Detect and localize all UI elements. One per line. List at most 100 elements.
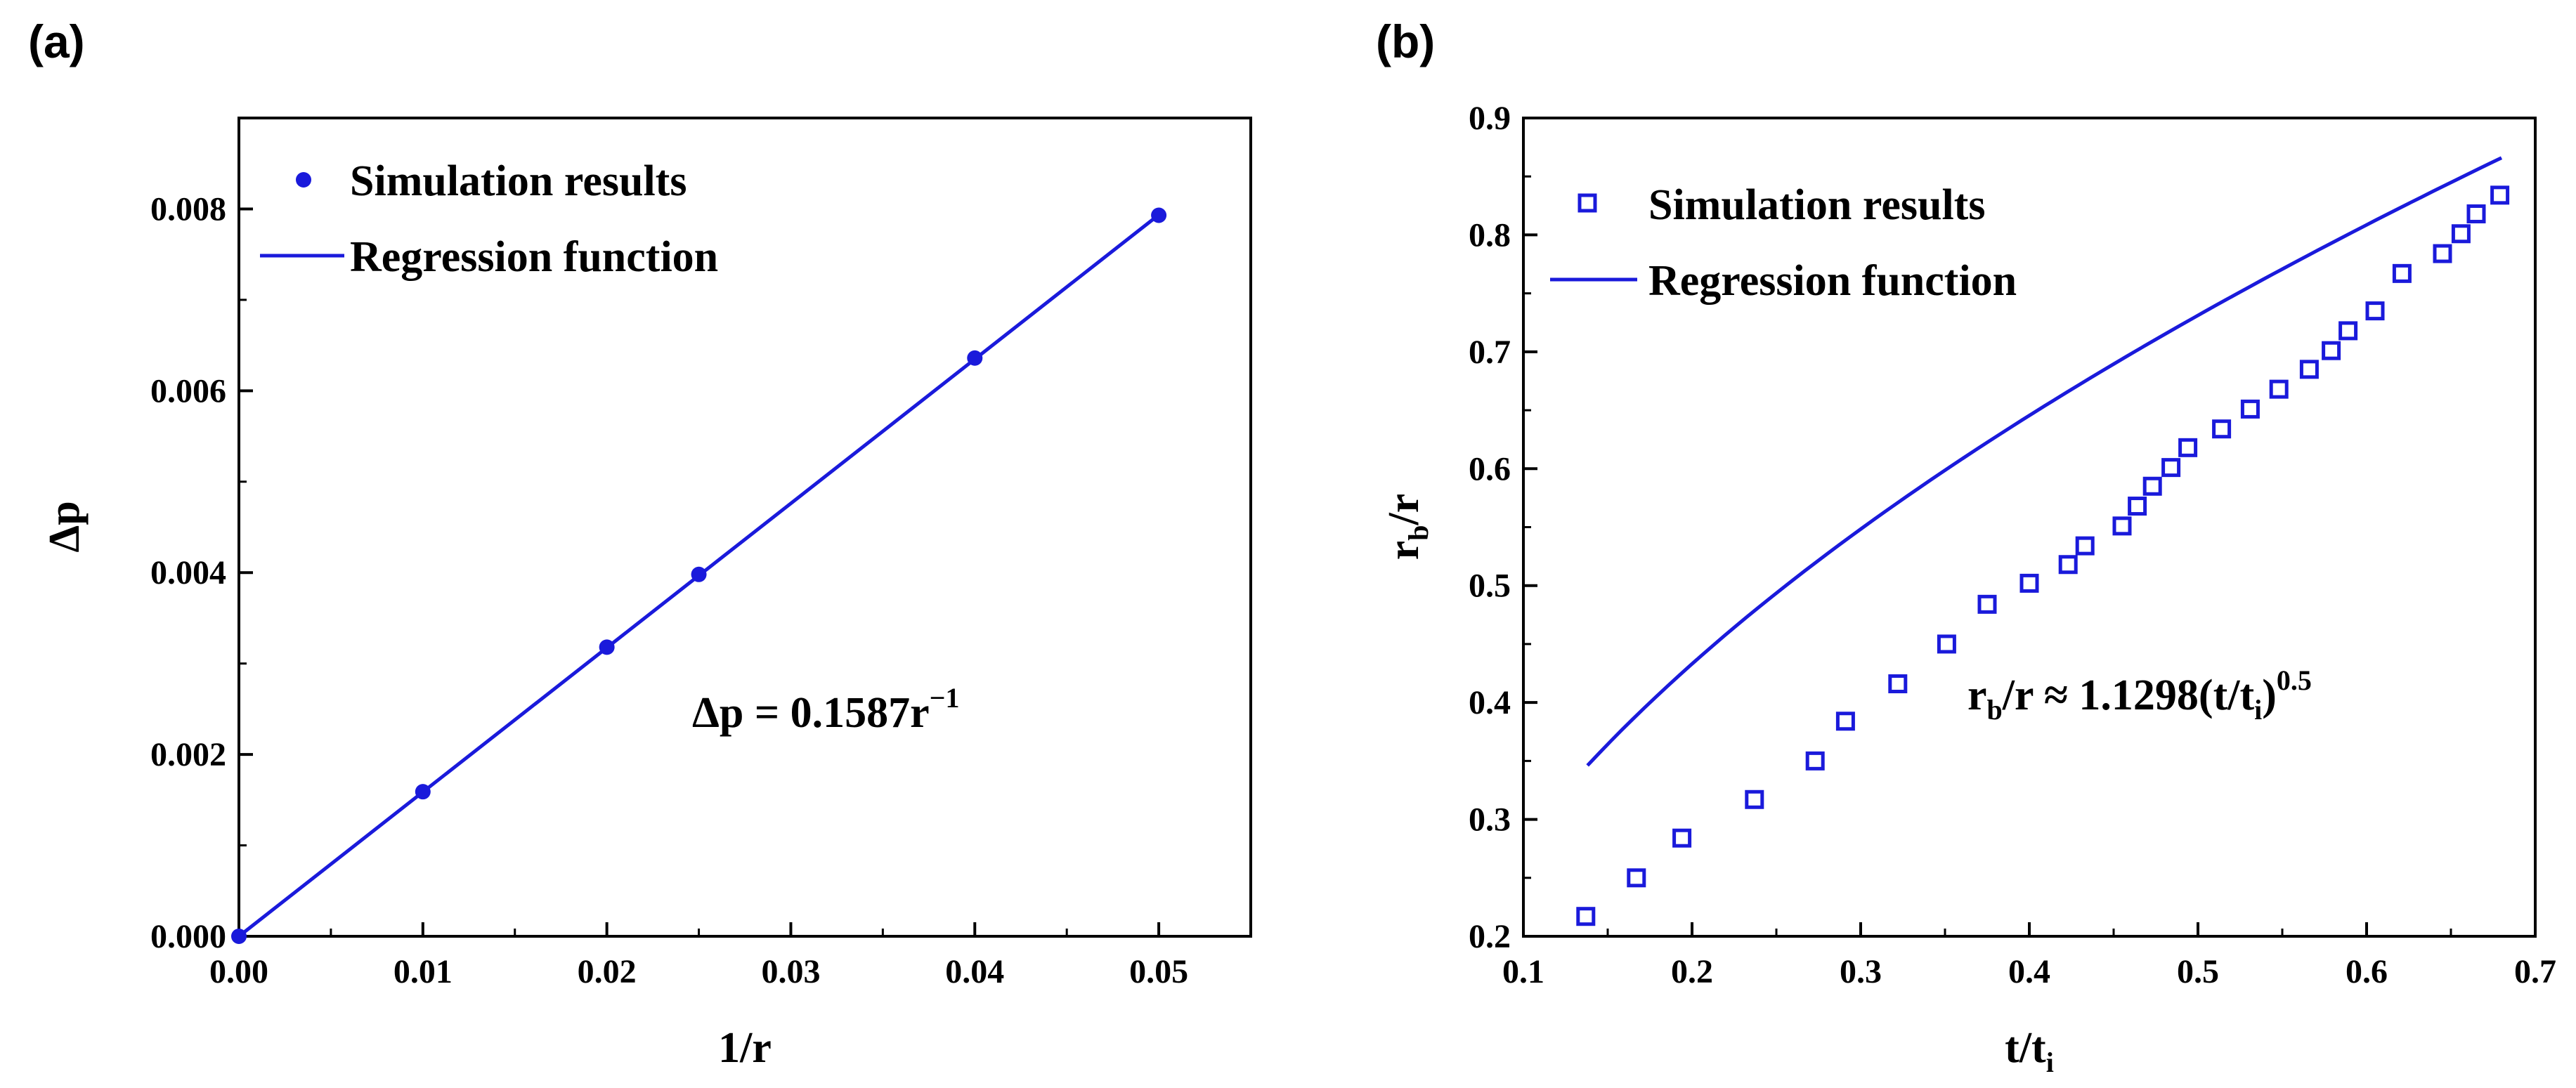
panel-a-equation-sup: −1	[930, 682, 960, 714]
panel-b-data-point	[2058, 555, 2078, 575]
panel-a-data-point	[599, 639, 615, 655]
panel-b-x-tick-label: 0.7	[2514, 953, 2556, 990]
panel-b-legend-label-regression: Regression function	[1648, 257, 2017, 305]
panel-b-x-axis-title-main: t/t	[2005, 1024, 2046, 1072]
panel-a-data-point	[1151, 207, 1167, 223]
panel-b-data-point	[2433, 244, 2452, 263]
panel-a-y-tick-label: 0.006	[150, 372, 226, 409]
panel-b-data-point	[2466, 204, 2486, 223]
panel-b-ticks: 0.1 0.2 0.3 0.4 0.5 0.6 0.70.20.30.40.50.60.70…	[1469, 100, 2556, 990]
panel-b-data-point	[1672, 828, 1692, 848]
panel-b-data-point	[1888, 674, 1908, 694]
panel-b-equation-p2: /r ≈ 1.1298(t/t	[2002, 671, 2255, 719]
panel-a-equation-main: Δp = 0.1587r	[692, 689, 930, 737]
panel-a-y-tick-label: 0.002	[150, 736, 226, 773]
panel-a-legend-label-regression: Regression function	[350, 233, 718, 281]
panel-b-data-point	[1745, 789, 1764, 809]
panel-a-x-axis-title: 1/r	[718, 1024, 772, 1072]
panel-a-legend-label-simulation: Simulation results	[350, 157, 687, 205]
panel-a-ticks: 0.00 0.01 0.02 0.03 0.04 0.05 0.000 0.002 0.004 0…	[150, 117, 1252, 990]
panel-a-legend: Simulation results Regression function	[260, 157, 718, 281]
panel-b-x-tick-label: 0.2	[1671, 953, 1713, 990]
panel-b-data-point	[2178, 438, 2198, 457]
panel-b-data-point	[1576, 907, 1596, 926]
panel-b-data-point	[2112, 516, 2132, 536]
panel-a-y-axis-title: Δp	[41, 501, 89, 552]
panel-b-data-point	[1627, 868, 1646, 888]
panel-b-y-axis-title-main: r	[1380, 541, 1428, 561]
panel-b-data-point	[2212, 419, 2232, 439]
panel-b-y-tick-label: 0.5	[1469, 568, 1511, 605]
panel-b-y-tick-label: 0.4	[1469, 684, 1511, 721]
panel-a-plot-frame	[238, 117, 1252, 938]
panel-b-data-point	[2490, 185, 2510, 205]
panel-a: (a) 0.00 0.01 0.02 0.03 0.04 0.050.0000.0020.…	[28, 15, 1252, 1072]
panel-b-data-point	[2269, 379, 2289, 399]
panel-b-data-point	[1835, 712, 1855, 731]
panel-a-y-tick-label: 0.004	[150, 554, 226, 591]
panel-b-x-tick-label: 0.5	[2177, 953, 2219, 990]
panel-b-x-tick-label: 0.4	[2008, 953, 2050, 990]
panel-a-legend-marker-simulation	[296, 172, 311, 188]
panel-b-data-point	[2451, 224, 2471, 244]
panel-b: (b) 0.1 0.2 0.3 0.4 0.5 0.6 0.70.20.30.40.50.6…	[1376, 15, 2556, 1078]
panel-a-x-tick-label: 0.01	[393, 953, 453, 990]
panel-b-legend-marker-simulation	[1578, 193, 1597, 213]
panel-a-x-tick-label: 0.02	[578, 953, 637, 990]
panel-a-x-tick-label: 0.03	[761, 953, 820, 990]
panel-b-data-point	[2322, 341, 2341, 360]
panel-b-x-tick-label: 0.1	[1502, 953, 1544, 990]
panel-b-y-tick-label: 0.8	[1469, 216, 1511, 254]
panel-b-data-point	[2392, 263, 2412, 283]
panel-b-equation-p3-sup: 0.5	[2277, 664, 2312, 696]
panel-b-data-point	[1937, 634, 1956, 654]
panel-a-marks	[231, 207, 1167, 944]
panel-b-data-point	[2075, 536, 2095, 556]
panel-b-data-point	[2161, 458, 2181, 478]
panel-b-data-point	[2019, 573, 2039, 593]
panel-a-data-point	[231, 929, 247, 944]
panel-b-y-tick-label: 0.9	[1469, 100, 1511, 137]
panel-b-regression-line	[1586, 156, 2503, 767]
panel-b-y-axis-title: rb/r	[1380, 494, 1434, 561]
panel-b-x-tick-label: 0.6	[2346, 953, 2388, 990]
panel-b-marks	[1576, 156, 2510, 926]
panel-b-data-point	[2365, 301, 2385, 321]
panel-a-label: (a)	[28, 15, 85, 67]
panel-b-y-axis-title-tail: /r	[1380, 494, 1428, 526]
panel-a-x-tick-label: 0.05	[1129, 953, 1188, 990]
panel-b-y-tick-label: 0.2	[1469, 918, 1511, 955]
panel-b-y-axis-title-sub: b	[1403, 525, 1434, 540]
panel-b-plot-frame	[1522, 117, 2537, 938]
panel-a-x-tick-label: 0.04	[945, 953, 1004, 990]
panel-b-equation-p1: r	[1967, 671, 1987, 719]
panel-b-label: (b)	[1376, 15, 1435, 67]
panel-b-equation-p3: )	[2262, 671, 2277, 719]
panel-b-equation-p1-sub: b	[1987, 694, 2003, 726]
panel-b-data-point	[2299, 360, 2319, 379]
panel-a-data-point	[691, 566, 707, 582]
panel-b-x-axis-title-sub: i	[2046, 1047, 2054, 1078]
panel-a-data-point	[415, 784, 431, 800]
panel-a-equation: Δp = 0.1587r−1	[692, 682, 960, 737]
panel-b-data-point	[2240, 399, 2260, 419]
panel-b-data-point	[2142, 476, 2162, 496]
panel-b-legend: Simulation results Regression function	[1550, 181, 2017, 305]
panel-b-data-point	[1805, 751, 1825, 771]
panel-b-data-point	[2338, 321, 2358, 341]
panel-b-y-tick-label: 0.7	[1469, 334, 1511, 371]
panel-b-legend-label-simulation: Simulation results	[1648, 181, 1985, 229]
panel-b-data-point	[2128, 497, 2147, 516]
panel-a-y-tick-label: 0.000	[150, 918, 226, 955]
panel-a-y-tick-label: 0.008	[150, 190, 226, 228]
panel-a-data-point	[967, 350, 983, 366]
panel-b-y-tick-label: 0.3	[1469, 801, 1511, 839]
panel-b-equation: rb/r ≈ 1.1298(t/ti)0.5	[1967, 664, 2312, 726]
panel-b-y-tick-label: 0.6	[1469, 450, 1511, 487]
panel-b-x-tick-label: 0.3	[1840, 953, 1882, 990]
panel-b-equation-p2-sub: i	[2254, 694, 2262, 726]
panel-a-x-tick-label: 0.00	[209, 953, 268, 990]
panel-b-x-axis-title: t/ti	[2005, 1024, 2054, 1078]
panel-b-data-point	[1977, 594, 1997, 614]
